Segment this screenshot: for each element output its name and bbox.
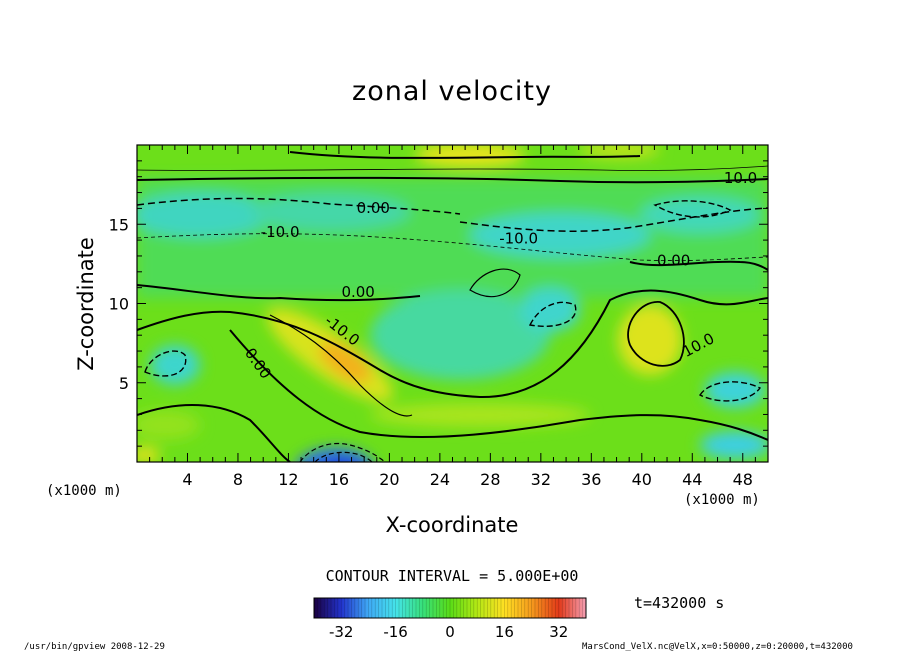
contour-label: -10.0 — [261, 223, 300, 241]
colorbar-tick-label: 32 — [549, 623, 568, 641]
contour-lines — [137, 151, 768, 462]
colorbar: -32 -16 0 16 32 — [313, 597, 587, 641]
footer-command: /usr/bin/gpview 2008-12-29 — [24, 642, 165, 652]
colorbar-tick-label: 16 — [495, 623, 514, 641]
y-tick-label: 10 — [109, 295, 129, 314]
x-tick-label: 44 — [682, 470, 702, 489]
x-tick-label: 24 — [430, 470, 450, 489]
y-axis-label: Z-coordinate — [74, 237, 98, 371]
x-tick-label: 48 — [733, 470, 753, 489]
contour-label: 0.00 — [657, 251, 690, 269]
colorbar-tick-label: 0 — [445, 623, 455, 641]
contour-label: 0.00 — [357, 199, 390, 217]
y-tick-label: 5 — [119, 374, 129, 393]
x-tick-label: 8 — [233, 470, 243, 489]
colorbar-tick-label: -32 — [329, 623, 354, 641]
y-tick-label: 15 — [109, 215, 129, 234]
x-unit-label-left: (x1000 m) — [46, 483, 122, 499]
chart-title: zonal velocity — [352, 76, 552, 107]
x-tick-label: 20 — [379, 470, 399, 489]
x-tick-label: 40 — [632, 470, 652, 489]
x-tick-label: 32 — [531, 470, 551, 489]
contour-label: -10.0 — [499, 229, 538, 247]
time-label: t=432000 s — [634, 594, 725, 612]
footer-source: MarsCond_VelX.nc@VelX,x=0:50000,z=0:2000… — [582, 642, 853, 652]
contour-label: 0.00 — [341, 283, 374, 301]
x-unit-label-right: (x1000 m) — [684, 492, 760, 508]
x-tick-label: 4 — [182, 470, 192, 489]
x-tick-label: 36 — [581, 470, 601, 489]
x-tick-label: 16 — [329, 470, 349, 489]
x-tick-label: 12 — [278, 470, 298, 489]
x-axis-label: X-coordinate — [385, 513, 519, 537]
contour-interval-label: CONTOUR INTERVAL = 5.000E+00 — [325, 567, 579, 585]
contour-label: 10.0 — [724, 169, 757, 187]
colorbar-tick-label: -16 — [383, 623, 408, 641]
x-tick-label: 28 — [480, 470, 500, 489]
